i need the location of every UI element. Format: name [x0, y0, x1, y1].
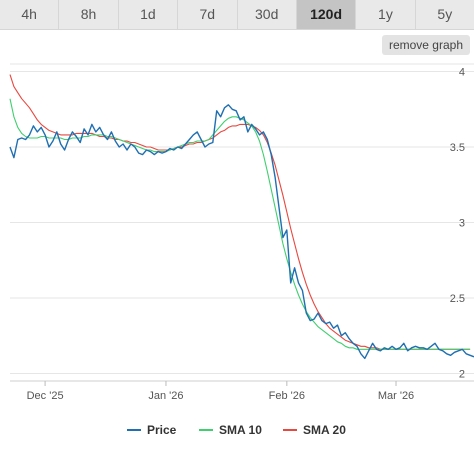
range-button-1d[interactable]: 1d — [119, 0, 179, 29]
series-line-sma10 — [9, 98, 471, 350]
range-button-1y[interactable]: 1y — [356, 0, 416, 29]
range-button-8h[interactable]: 8h — [59, 0, 119, 29]
time-range-selector: 4h 8h 1d 7d 30d 120d 1y 5y — [0, 0, 474, 30]
range-button-5y[interactable]: 5y — [437, 6, 453, 22]
legend-item-price[interactable]: Price — [127, 421, 176, 439]
y-tick-label: 4 — [459, 67, 465, 79]
legend-swatch-price — [127, 429, 141, 431]
series-line-sma20 — [9, 74, 471, 350]
x-tick-label: Jan '26 — [148, 390, 183, 402]
y-tick-label: 3 — [459, 218, 465, 230]
y-tick-label: 3.5 — [450, 142, 465, 154]
series-line-price — [9, 104, 474, 360]
x-tick-label: Feb '26 — [269, 390, 305, 402]
legend-item-sma10[interactable]: SMA 10 — [199, 421, 262, 439]
y-tick-label: 2 — [459, 368, 465, 380]
legend-swatch-sma20 — [283, 429, 297, 431]
chart-legend: Price SMA 10 SMA 20 — [0, 421, 474, 439]
remove-graph-button[interactable]: remove graph — [381, 35, 470, 55]
range-button-30d[interactable]: 30d — [238, 0, 297, 29]
legend-label-sma10: SMA 10 — [219, 423, 262, 437]
range-button-4h[interactable]: 4h — [0, 0, 60, 29]
range-button-120d[interactable]: 120d — [296, 0, 357, 29]
legend-label-price: Price — [147, 423, 177, 437]
range-button-7d[interactable]: 7d — [178, 0, 238, 29]
legend-label-sma20: SMA 20 — [303, 423, 346, 437]
legend-swatch-sma10 — [199, 429, 213, 431]
x-tick-label: Dec '25 — [27, 390, 64, 402]
y-tick-label: 2.5 — [450, 293, 465, 305]
legend-item-sma20[interactable]: SMA 20 — [283, 421, 346, 439]
x-tick-label: Mar '26 — [378, 390, 414, 402]
